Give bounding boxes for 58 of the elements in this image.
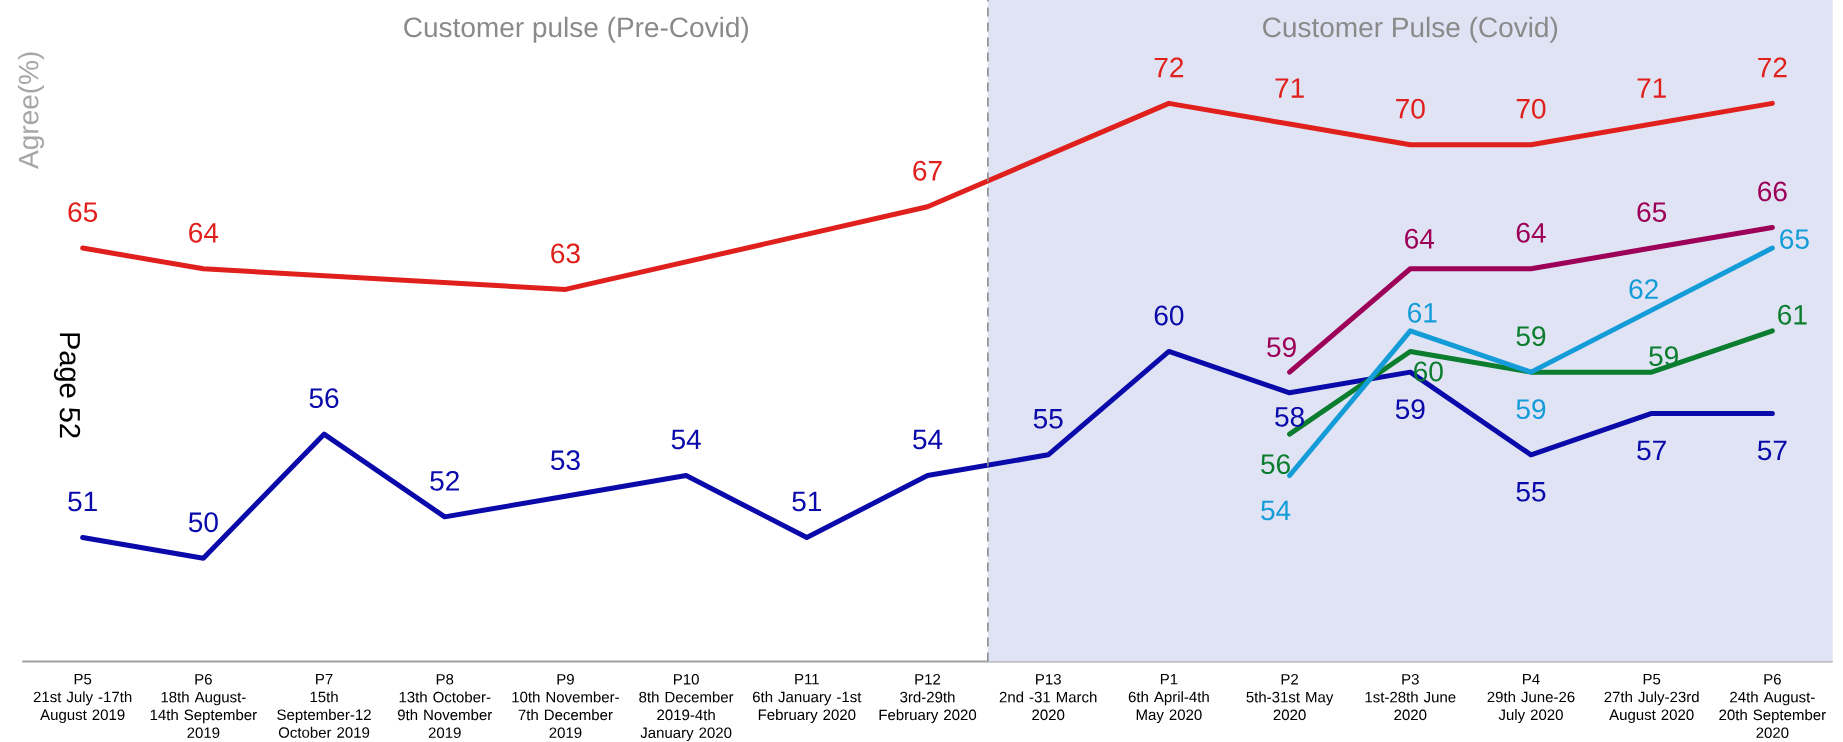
data-label: 59 xyxy=(1516,326,1546,347)
data-label: 50 xyxy=(188,512,218,533)
data-label: 53 xyxy=(550,450,580,471)
data-label: 62 xyxy=(1629,279,1658,300)
x-tick-label: P13 2nd -31 March 2020 xyxy=(999,673,1097,721)
data-label: 60 xyxy=(1414,361,1443,382)
x-tick-label: P3 1st-28th June 2020 xyxy=(1365,673,1456,721)
x-tick-label: P6 24th August- 20th September 2020 xyxy=(1719,673,1826,739)
y-axis-title: Agree(%) xyxy=(17,52,45,169)
data-label: 56 xyxy=(1261,454,1290,475)
data-label: 52 xyxy=(430,470,459,491)
data-label: 71 xyxy=(1275,78,1304,98)
data-label: 72 xyxy=(1758,57,1787,78)
data-label: 70 xyxy=(1396,98,1425,119)
data-label: 57 xyxy=(1757,440,1787,461)
data-label: 65 xyxy=(1780,229,1809,250)
data-label: 55 xyxy=(1033,409,1063,429)
data-label: 59 xyxy=(1395,399,1425,420)
data-label: 67 xyxy=(913,160,942,181)
data-label: 64 xyxy=(189,222,219,243)
annotation: Page 52 xyxy=(53,333,81,438)
data-label: 72 xyxy=(1154,57,1184,78)
data-label: 54 xyxy=(913,429,943,450)
data-label: 71 xyxy=(1637,78,1666,98)
data-label: 55 xyxy=(1516,482,1546,502)
data-label: 60 xyxy=(1154,305,1184,326)
x-tick-label: P5 27th July-23rd August 2020 xyxy=(1604,673,1699,724)
data-label: 65 xyxy=(68,202,98,223)
band-label: Customer Pulse (Covid) xyxy=(1263,16,1558,43)
x-tick-label: P7 15th September-12 October 2019 xyxy=(277,673,371,738)
data-label: 61 xyxy=(1408,302,1437,323)
x-tick-label: P8 13th October- 9th November 2019 xyxy=(397,673,492,739)
data-label: 63 xyxy=(551,243,580,264)
data-label: 57 xyxy=(1637,440,1666,461)
data-label: 59 xyxy=(1516,399,1546,420)
data-label: 54 xyxy=(1261,500,1291,521)
x-tick-label: P9 10th November- 7th December 2019 xyxy=(512,673,619,739)
data-label: 70 xyxy=(1516,98,1546,119)
data-label: 64 xyxy=(1516,222,1546,243)
x-tick-label: P10 8th December 2019-4th January 2020 xyxy=(639,673,734,741)
x-tick-label: P11 6th January -1st February 2020 xyxy=(752,673,862,724)
data-label: 61 xyxy=(1778,304,1807,325)
data-label: 64 xyxy=(1405,228,1435,249)
data-label: 65 xyxy=(1637,202,1667,223)
data-label: 59 xyxy=(1267,337,1296,358)
data-label: 54 xyxy=(671,429,701,450)
data-label: 51 xyxy=(68,491,97,512)
x-tick-label: P1 6th April-4th May 2020 xyxy=(1128,673,1209,724)
data-label: 51 xyxy=(792,491,822,512)
x-tick-label: P5 21st July -17th August 2019 xyxy=(33,673,132,724)
x-tick-label: P12 3rd-29th February 2020 xyxy=(879,673,977,724)
x-tick-label: P2 5th-31st May 2020 xyxy=(1246,673,1334,721)
annotation: Customer pulse (Pre-Covid) xyxy=(404,16,748,43)
data-label: 66 xyxy=(1758,181,1787,202)
data-label: 56 xyxy=(309,388,339,409)
x-tick-label: P6 18th August- 14th September 2019 xyxy=(150,673,257,739)
data-label: 58 xyxy=(1275,406,1304,427)
x-tick-label: P4 29th June-26 July 2020 xyxy=(1487,673,1575,724)
